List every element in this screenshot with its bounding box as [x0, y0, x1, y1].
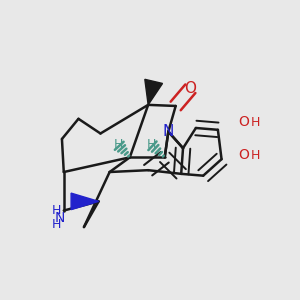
- Text: O: O: [184, 81, 196, 96]
- Text: O: O: [239, 148, 250, 162]
- Text: O: O: [239, 115, 250, 129]
- Text: N: N: [55, 211, 65, 225]
- Text: N: N: [163, 124, 174, 139]
- Polygon shape: [71, 193, 99, 210]
- Text: H: H: [251, 149, 260, 162]
- Text: H: H: [52, 204, 62, 217]
- Text: H: H: [146, 138, 156, 151]
- Text: H: H: [113, 138, 123, 151]
- Text: H: H: [52, 218, 62, 232]
- Text: H: H: [251, 116, 260, 129]
- Polygon shape: [145, 79, 163, 105]
